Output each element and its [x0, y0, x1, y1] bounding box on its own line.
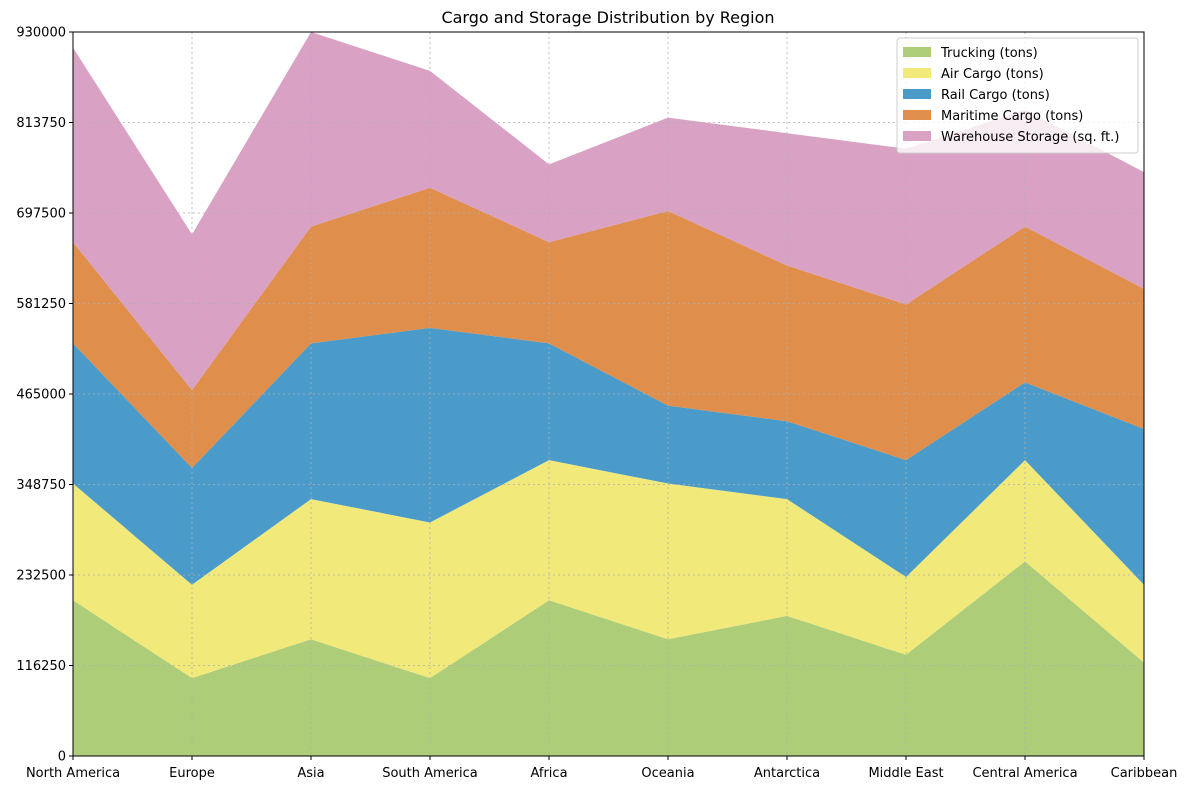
x-tick-label: Asia	[297, 766, 324, 781]
legend-swatch	[903, 131, 931, 141]
area-series	[73, 32, 1144, 756]
x-tick-label: Middle East	[868, 766, 943, 781]
x-tick-label: North America	[26, 766, 120, 781]
area-series-5	[73, 32, 1144, 391]
x-tick-label: South America	[382, 766, 478, 781]
y-tick-label: 232500	[16, 569, 66, 584]
legend-swatch	[903, 68, 931, 78]
area-series-2	[73, 460, 1144, 679]
legend-label: Warehouse Storage (sq. ft.)	[941, 130, 1119, 145]
x-tick-label: Caribbean	[1111, 766, 1178, 781]
y-tick-label: 465000	[16, 388, 66, 403]
axes: 0 116250 232500 348750 465000 581250 697500 813…	[16, 26, 1177, 782]
x-tick-label: Oceania	[641, 766, 694, 781]
x-tick-label: Europe	[169, 766, 215, 781]
y-tick-label: 813750	[16, 116, 66, 131]
y-tick-label: 697500	[16, 207, 66, 222]
legend-swatch	[903, 47, 931, 57]
chart-title: Cargo and Storage Distribution by Region	[441, 8, 774, 27]
legend: Trucking (tons) Air Cargo (tons) Rail Carg…	[896, 37, 1139, 154]
x-tick-label: Africa	[530, 766, 567, 781]
legend-label: Maritime Cargo (tons)	[941, 109, 1083, 124]
y-tick-label: 348750	[16, 478, 66, 493]
x-tick-label: Antarctica	[754, 766, 820, 781]
area-series-3	[73, 327, 1144, 585]
legend-label: Rail Cargo (tons)	[941, 88, 1050, 103]
legend-swatch	[903, 89, 931, 99]
legend-label: Air Cargo (tons)	[941, 67, 1044, 82]
y-tick-label: 581250	[16, 297, 66, 312]
y-tick-label: 0	[58, 750, 66, 765]
legend-label: Trucking (tons)	[940, 46, 1038, 61]
y-tick-label: 930000	[16, 26, 66, 41]
area-series-1	[73, 561, 1144, 756]
y-tick-label: 116250	[16, 659, 66, 674]
x-tick-label: Central America	[972, 766, 1077, 781]
legend-box	[896, 37, 1139, 154]
area-series-4	[73, 187, 1144, 468]
legend-swatch	[903, 110, 931, 120]
